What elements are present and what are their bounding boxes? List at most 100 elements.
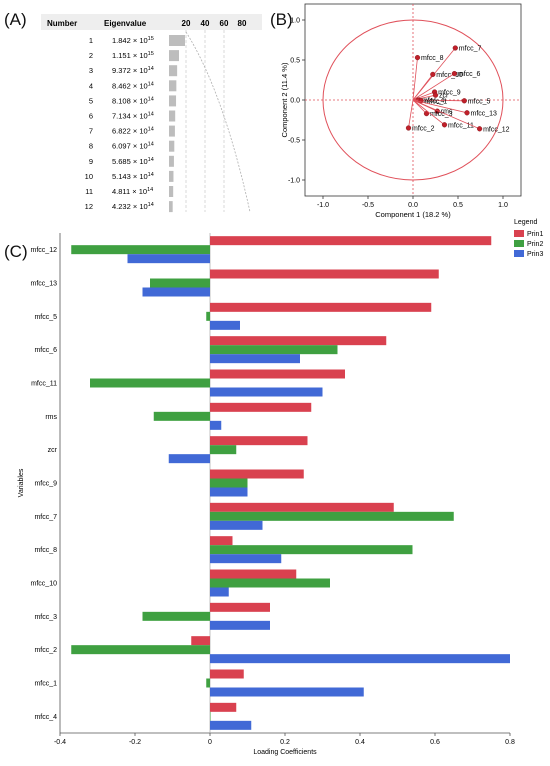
loading-point — [423, 110, 430, 117]
bar-prin2 — [71, 645, 210, 655]
bar-prin3 — [210, 554, 282, 564]
eigenvalue-bar — [169, 140, 175, 152]
bar-prin3 — [210, 687, 364, 697]
row-number: 1 — [89, 36, 93, 45]
row-eigenvalue: 9.372 × 1014 — [112, 66, 154, 75]
legend-label: Prin2 — [527, 241, 543, 248]
loading-point-label: mfcc_2 — [412, 126, 435, 133]
bar-prin1 — [210, 669, 244, 679]
eigenvalue-exponent: 14 — [148, 157, 154, 163]
row-eigenvalue: 1.151 × 1015 — [112, 51, 154, 60]
cumulative-curve — [185, 31, 251, 213]
eigenvalue-mantissa: 6.822 × 10 — [112, 127, 148, 136]
loading-point-label: mfcc_12 — [483, 126, 510, 133]
bar-prin1 — [191, 636, 210, 646]
panel-label-a: (A) — [4, 10, 27, 29]
category-label: mfcc_10 — [31, 581, 58, 588]
legend-swatch-prin1 — [514, 230, 524, 237]
bar-prin3 — [210, 620, 270, 630]
loading-vector — [412, 99, 445, 126]
y-axis-label: Component 2 (11.4 %) — [280, 62, 289, 137]
x-axis-label: Loading Coefficients — [253, 749, 317, 756]
loading-point-label: mfcc_1 — [425, 98, 448, 105]
column-header-eigenvalue: Eigenvalue — [104, 19, 147, 28]
eigenvalue-exponent: 14 — [148, 142, 154, 148]
row-number: 5 — [89, 96, 93, 105]
loading-point-label: mfcc_3 — [430, 111, 453, 118]
eigenvalue-bar — [169, 80, 177, 92]
legend-label: Prin1 — [527, 231, 543, 238]
eigenvalue-mantissa: 1.151 × 10 — [112, 51, 148, 60]
eigenvalue-mantissa: 4.232 × 10 — [112, 202, 148, 211]
bar-prin2 — [153, 411, 210, 421]
loading-plot: -1.0 -0.5 0.0 0.5 1.0 1.0 0.5 0.0 -0.5 -1.0 Compon… — [280, 3, 522, 219]
eigenvalue-bar — [169, 201, 173, 213]
row-number: 9 — [89, 157, 93, 166]
row-eigenvalue: 7.134 × 1014 — [112, 112, 154, 121]
category-label: mfcc_6 — [34, 347, 57, 354]
x-tick-label: 0.2 — [280, 739, 290, 746]
loading-point — [464, 110, 470, 116]
x-tick-label: 0.0 — [408, 202, 418, 209]
eigenvalue-exponent: 14 — [147, 187, 153, 193]
eigenvalue-bar — [169, 65, 178, 77]
eigenvalue-bar — [169, 186, 174, 197]
eigenvalue-bar — [169, 35, 185, 46]
loading-point — [451, 70, 458, 77]
bar-prin1 — [210, 402, 312, 412]
category-label: rms — [45, 414, 57, 421]
eigenvalue-exponent: 14 — [148, 96, 154, 102]
bar-prin3 — [168, 454, 210, 464]
category-label: mfcc_3 — [34, 614, 57, 621]
row-eigenvalue: 6.822 × 1014 — [112, 127, 154, 136]
eigenvalue-mantissa: 1.842 × 10 — [112, 36, 148, 45]
loading-vector — [412, 99, 468, 114]
bar-prin2 — [210, 511, 454, 521]
y-tick-label: 0.5 — [290, 58, 300, 65]
bar-prin3 — [210, 320, 240, 330]
loading-point — [477, 126, 483, 132]
bar-prin1 — [210, 336, 387, 346]
loading-vector — [412, 57, 418, 101]
bar-prin3 — [210, 354, 300, 364]
x-tick-label: -1.0 — [317, 202, 329, 209]
row-eigenvalue: 8.108 × 1014 — [112, 96, 154, 105]
eigenvalue-mantissa: 7.134 × 10 — [112, 112, 148, 121]
bar-prin2 — [150, 278, 210, 288]
eigenvalue-mantissa: 5.685 × 10 — [112, 157, 148, 166]
loading-point-label: rms — [441, 109, 453, 116]
loading-coefficients-chart: -0.4 -0.2 0 0.2 0.4 0.6 0.8 Loading Coefficient… — [18, 219, 543, 756]
y-axis-label: Variables — [18, 468, 25, 497]
bar-prin1 — [210, 436, 308, 446]
bar-prin2 — [210, 345, 338, 355]
bar-prin3 — [210, 420, 222, 430]
eigenvalue-exponent: 14 — [148, 127, 154, 133]
row-number: 2 — [89, 51, 93, 60]
loading-point — [430, 71, 436, 78]
row-eigenvalue: 6.097 × 1014 — [112, 142, 154, 151]
bar-prin1 — [210, 469, 304, 479]
loading-point-label: mfcc_5 — [468, 98, 491, 105]
x-tick-label: -0.2 — [129, 739, 141, 746]
loading-point-label: mfcc_10 — [436, 72, 463, 79]
panel-label-b: (B) — [270, 10, 293, 29]
bar-prin1 — [210, 502, 394, 512]
category-label: mfcc_2 — [34, 647, 57, 654]
bar-axis-tick: 80 — [238, 19, 247, 28]
x-tick-label: 0.4 — [355, 739, 365, 746]
category-label: mfcc_13 — [31, 281, 58, 288]
bar-prin1 — [210, 536, 233, 546]
row-number: 10 — [85, 172, 93, 181]
eigenvalue-mantissa: 5.143 × 10 — [112, 172, 148, 181]
eigenvalue-table: Number Eigenvalue 20 40 60 80 1 1.842 × 1… — [41, 14, 262, 214]
eigenvalue-bar — [169, 95, 177, 107]
bar-prin3 — [210, 387, 323, 397]
bar-prin3 — [142, 287, 210, 297]
eigenvalue-bar — [169, 125, 175, 137]
category-label: mfcc_4 — [34, 714, 57, 721]
row-eigenvalue: 5.685 × 1014 — [112, 157, 154, 166]
bar-prin2 — [210, 578, 330, 588]
x-tick-label: 0.5 — [453, 202, 463, 209]
category-label: mfcc_11 — [31, 381, 57, 388]
legend-label: Prin3 — [527, 251, 543, 258]
